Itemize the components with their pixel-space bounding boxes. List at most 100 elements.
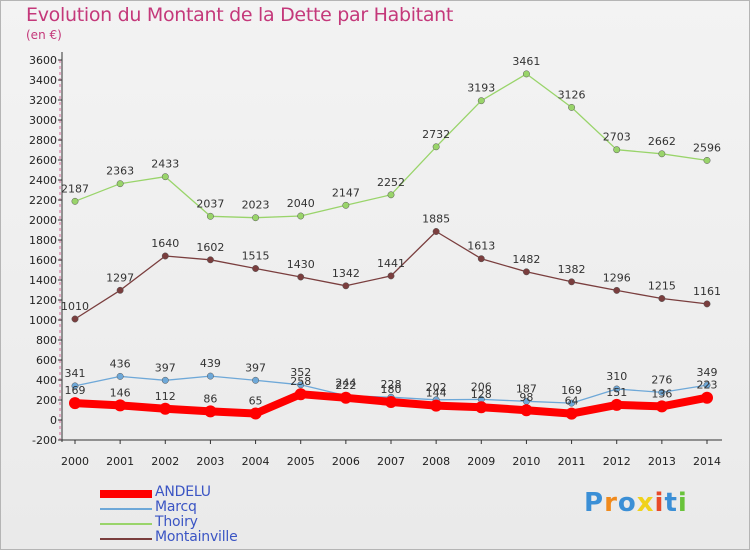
data-label-montainville: 1342 — [332, 267, 360, 280]
data-point-andelu — [204, 405, 217, 418]
data-point-montainville — [342, 282, 350, 290]
data-point-andelu — [701, 391, 713, 404]
data-label-andelu: 222 — [335, 379, 356, 392]
y-tick-label: 2000 — [29, 214, 57, 227]
data-label-thoiry: 3126 — [558, 88, 586, 101]
proxiti-logo: Proxiti — [584, 488, 688, 518]
x-tick-label: 2011 — [558, 455, 586, 468]
data-label-thoiry: 2732 — [422, 128, 450, 141]
data-point-montainville — [477, 255, 485, 263]
data-point-marcq — [613, 385, 621, 393]
y-tick-label: 1400 — [29, 274, 57, 287]
data-point-andelu — [159, 402, 172, 415]
x-tick-label: 2013 — [648, 455, 676, 468]
x-tick-label: 2005 — [287, 455, 315, 468]
x-tick-label: 2000 — [61, 455, 89, 468]
data-label-marcq: 439 — [200, 357, 221, 370]
data-label-andelu: 151 — [606, 386, 627, 399]
data-label-thoiry: 3193 — [467, 82, 495, 95]
data-point-thoiry — [206, 212, 214, 220]
data-label-montainville: 1885 — [422, 213, 450, 226]
data-point-thoiry — [252, 214, 260, 222]
data-label-montainville: 1441 — [377, 257, 405, 270]
x-tick-label: 2009 — [467, 455, 495, 468]
data-label-andelu: 136 — [651, 387, 672, 400]
data-label-thoiry: 2040 — [287, 197, 315, 210]
y-tick-label: -200 — [32, 434, 57, 447]
y-tick-label: 400 — [36, 374, 57, 387]
data-label-thoiry: 2596 — [693, 141, 721, 154]
data-label-andelu: 146 — [110, 386, 131, 399]
data-point-thoiry — [432, 143, 440, 151]
y-tick-label: 800 — [36, 334, 57, 347]
data-point-andelu — [339, 391, 352, 404]
x-tick-label: 2006 — [332, 455, 360, 468]
data-point-montainville — [71, 315, 79, 323]
logo-letter: o — [617, 488, 637, 518]
data-label-marcq: 397 — [155, 361, 176, 374]
y-tick-label: 200 — [36, 394, 57, 407]
data-label-montainville: 1215 — [648, 280, 676, 293]
data-point-andelu — [655, 400, 668, 413]
y-tick-label: 1600 — [29, 254, 57, 267]
data-point-thoiry — [568, 103, 576, 111]
data-label-montainville: 1613 — [467, 240, 495, 253]
x-tick-label: 2004 — [242, 455, 270, 468]
data-point-thoiry — [297, 212, 305, 220]
data-point-marcq — [116, 372, 124, 380]
data-label-marcq: 349 — [697, 366, 718, 379]
data-label-marcq: 169 — [561, 384, 582, 397]
legend-label-marcq: Marcq — [155, 499, 197, 515]
data-point-montainville — [387, 272, 395, 280]
legend-label-montainville: Montainville — [155, 529, 238, 545]
legend-swatch-andelu — [100, 490, 152, 498]
legend-label-andelu: ANDELU — [155, 484, 211, 500]
data-point-andelu — [294, 388, 307, 401]
data-point-montainville — [703, 300, 711, 308]
data-point-montainville — [613, 286, 621, 294]
data-label-montainville: 1515 — [242, 250, 270, 263]
data-label-thoiry: 2252 — [377, 176, 405, 189]
data-point-andelu — [385, 396, 397, 408]
data-label-andelu: 180 — [381, 383, 402, 396]
data-point-andelu — [610, 398, 623, 411]
data-label-marcq: 397 — [245, 361, 266, 374]
legend-label-thoiry: Thoiry — [155, 514, 198, 530]
data-label-thoiry: 2433 — [151, 158, 179, 171]
data-label-marcq: 202 — [426, 381, 447, 394]
data-point-andelu — [520, 404, 533, 417]
data-label-marcq: 276 — [651, 373, 672, 386]
x-tick-label: 2007 — [377, 455, 405, 468]
y-tick-label: 3600 — [29, 54, 57, 67]
y-tick-label: 1000 — [29, 314, 57, 327]
legend-swatch-marcq — [100, 508, 152, 510]
data-point-thoiry — [116, 180, 124, 188]
data-point-thoiry — [477, 97, 485, 105]
data-point-montainville — [206, 256, 214, 264]
data-label-marcq: 228 — [381, 378, 402, 391]
data-label-marcq: 187 — [516, 382, 537, 395]
x-tick-label: 2014 — [693, 455, 721, 468]
y-tick-label: 2200 — [29, 194, 57, 207]
y-tick-label: 2800 — [29, 134, 57, 147]
y-tick-label: 3000 — [29, 114, 57, 127]
data-point-montainville — [116, 286, 124, 294]
logo-letter: P — [584, 488, 605, 518]
data-point-marcq — [71, 382, 79, 390]
data-point-marcq — [703, 381, 711, 389]
data-label-montainville: 1640 — [151, 237, 179, 250]
data-label-thoiry: 2662 — [648, 135, 676, 148]
y-tick-label: 1200 — [29, 294, 57, 307]
data-label-andelu: 112 — [155, 390, 176, 403]
data-label-andelu: 128 — [471, 388, 492, 401]
logo-letter: i — [654, 488, 665, 518]
data-point-thoiry — [658, 150, 666, 158]
data-point-thoiry — [387, 191, 395, 199]
data-point-thoiry — [613, 146, 621, 154]
y-tick-label: 2400 — [29, 174, 57, 187]
y-tick-label: 2600 — [29, 154, 57, 167]
legend-swatch-thoiry — [100, 523, 152, 525]
data-label-marcq: 206 — [471, 380, 492, 393]
data-label-montainville: 1430 — [287, 258, 315, 271]
